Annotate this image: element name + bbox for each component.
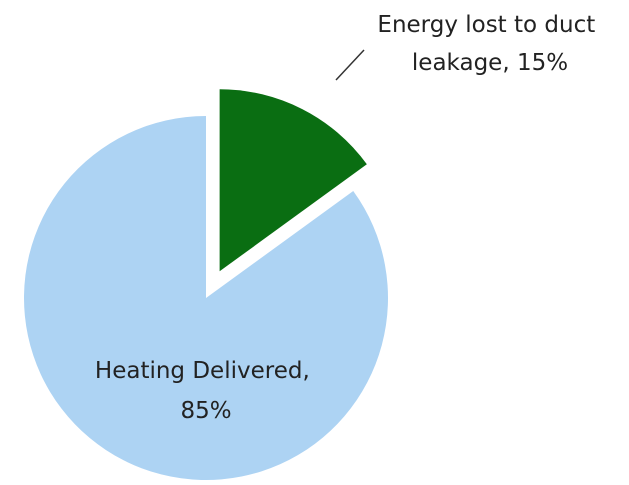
leader-line [335,49,365,81]
slice-label-line: leakage, 15% [412,50,568,76]
slice-label-heating-delivered: Heating Delivered, 85% [95,358,317,424]
pie-slice-heating-delivered [24,116,389,480]
slice-label-line: 85% [180,398,231,424]
slice-label-line: Energy lost to duct [377,12,595,38]
slice-label-duct-leakage: Energy lost to duct leakage, 15% [377,12,602,76]
pie-slice-duct-leakage [219,89,367,272]
slice-label-line: Heating Delivered, [95,358,310,384]
